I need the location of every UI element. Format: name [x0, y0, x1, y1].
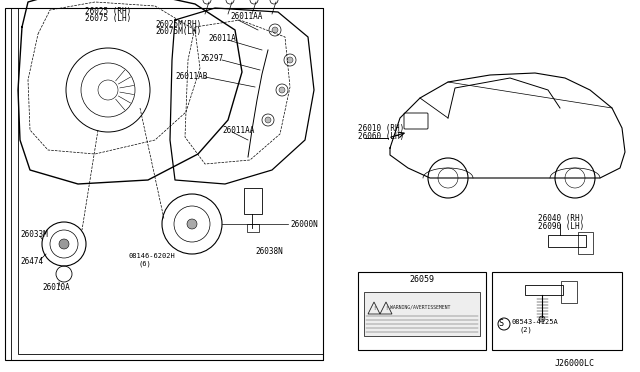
Text: 26075 (LH): 26075 (LH)	[85, 13, 131, 22]
Bar	[548, 235, 586, 247]
Text: !: !	[373, 307, 375, 311]
Bar	[244, 188, 262, 214]
Text: 26297: 26297	[200, 54, 223, 62]
Bar	[492, 272, 622, 350]
Bar	[561, 281, 577, 303]
Text: 26033M: 26033M	[20, 230, 48, 238]
Bar	[364, 292, 480, 336]
Circle shape	[287, 57, 293, 63]
Text: 26075M(LH): 26075M(LH)	[155, 26, 201, 35]
Bar	[247, 224, 259, 232]
Circle shape	[59, 239, 69, 249]
Circle shape	[279, 87, 285, 93]
Text: 26011A: 26011A	[208, 33, 236, 42]
Text: 26025 (RH): 26025 (RH)	[85, 6, 131, 16]
Circle shape	[265, 117, 271, 123]
Text: 26010 (RH): 26010 (RH)	[358, 124, 404, 132]
Text: 26025M(RH): 26025M(RH)	[155, 19, 201, 29]
Text: 26040 (RH): 26040 (RH)	[538, 214, 584, 222]
Text: WARNING/AVERTISSEMENT: WARNING/AVERTISSEMENT	[390, 305, 451, 310]
Bar	[11, 8, 323, 360]
Text: 26474: 26474	[20, 257, 43, 266]
Circle shape	[539, 316, 545, 322]
Bar	[18, 8, 323, 354]
Text: 26011AA: 26011AA	[222, 125, 254, 135]
Text: 08543-4125A: 08543-4125A	[512, 319, 559, 325]
Bar	[578, 232, 593, 254]
Bar	[358, 272, 486, 350]
Text: 26011AB: 26011AB	[175, 71, 207, 80]
Text: (2): (2)	[520, 327, 532, 333]
Circle shape	[272, 27, 278, 33]
Circle shape	[187, 219, 197, 229]
Bar	[525, 285, 563, 295]
Text: (6): (6)	[138, 261, 151, 267]
Text: 26059: 26059	[410, 276, 435, 285]
Text: 26000N: 26000N	[290, 219, 317, 228]
Text: S: S	[499, 320, 504, 328]
Text: 26090 (LH): 26090 (LH)	[538, 221, 584, 231]
Text: 26011AA: 26011AA	[230, 12, 262, 20]
Text: 26010A: 26010A	[42, 283, 70, 292]
Bar	[5, 8, 323, 360]
Text: 26060 (LH): 26060 (LH)	[358, 131, 404, 141]
Text: 08146-6202H: 08146-6202H	[128, 253, 175, 259]
Text: J26000LC: J26000LC	[555, 359, 595, 369]
Text: !: !	[385, 307, 387, 311]
Text: 26038N: 26038N	[255, 247, 283, 257]
